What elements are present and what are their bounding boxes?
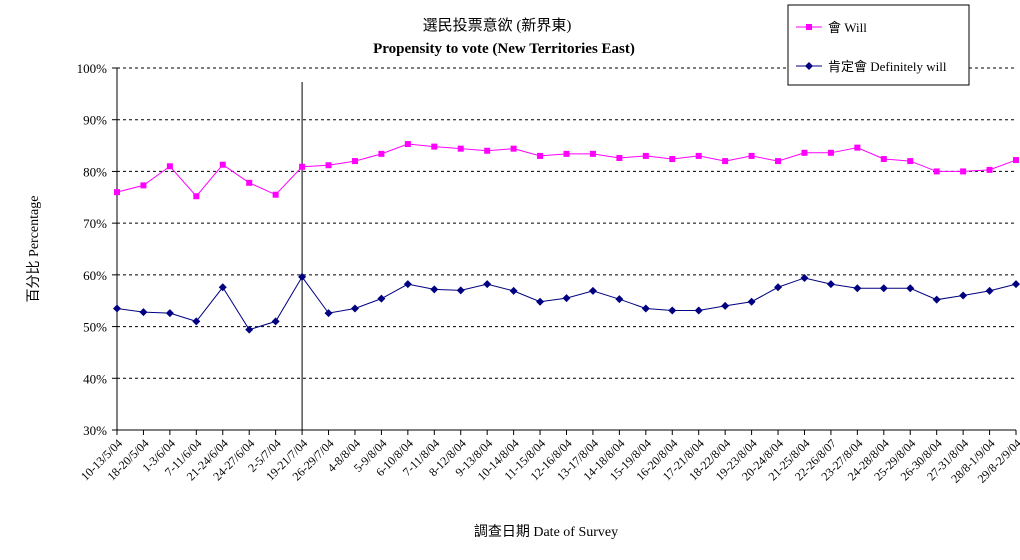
y-tick-label: 70% [83, 216, 107, 231]
data-point-definitely-will [1012, 280, 1020, 289]
data-point-will [166, 163, 173, 170]
data-point-will [272, 191, 279, 198]
data-point-will [986, 166, 993, 173]
data-point-definitely-will [694, 306, 703, 315]
data-point-definitely-will [985, 286, 994, 295]
data-point-will [219, 161, 226, 168]
data-point-will [775, 158, 782, 165]
data-point-will [695, 152, 702, 159]
data-point-will [299, 163, 306, 170]
data-point-definitely-will [139, 308, 148, 317]
data-point-definitely-will [932, 295, 941, 304]
data-point-definitely-will [218, 283, 227, 292]
data-point-definitely-will [350, 304, 359, 313]
data-point-will [114, 189, 120, 196]
data-point-will [457, 145, 464, 152]
data-point-definitely-will [245, 325, 254, 334]
y-tick-label: 60% [83, 268, 107, 283]
data-point-definitely-will [403, 280, 412, 289]
data-point-will [351, 158, 358, 165]
data-point-will [827, 149, 834, 156]
data-point-definitely-will [298, 272, 307, 281]
y-tick-label: 30% [83, 423, 107, 438]
data-point-will [722, 158, 729, 165]
data-point-will [325, 162, 332, 169]
legend-label-will: 會 Will [828, 20, 867, 35]
data-point-definitely-will [324, 309, 333, 318]
data-point-will [404, 141, 411, 148]
data-point-will [193, 193, 200, 200]
data-point-will [801, 149, 808, 156]
data-point-will [140, 182, 147, 189]
data-point-definitely-will [562, 294, 571, 303]
data-point-will [246, 179, 253, 186]
data-point-will [960, 168, 967, 175]
data-point-definitely-will [483, 280, 492, 289]
legend: 會 Will 肯定會 Definitely will [787, 4, 970, 86]
y-tick-label: 80% [83, 164, 107, 179]
legend-marker-will [806, 24, 812, 30]
data-point-definitely-will [906, 284, 915, 293]
data-point-will [378, 150, 385, 157]
data-point-definitely-will [721, 301, 730, 310]
data-point-definitely-will [536, 297, 545, 306]
data-point-definitely-will [853, 284, 862, 293]
data-point-will [748, 152, 755, 159]
data-point-definitely-will [113, 304, 121, 313]
legend-label-definitely: 肯定會 Definitely will [828, 59, 947, 74]
y-tick-label: 40% [83, 371, 107, 386]
data-point-will [669, 156, 676, 163]
y-tick-label: 100% [77, 61, 108, 76]
y-tick-label: 90% [83, 113, 107, 128]
data-point-will [431, 143, 438, 150]
data-point-will [1013, 157, 1019, 164]
chart-subtitle: Propensity to vote (New Territories East… [373, 41, 635, 57]
data-point-definitely-will [774, 283, 783, 292]
data-point-will [484, 147, 491, 154]
chart-title: 選民投票意欲 (新界東) [423, 16, 572, 34]
data-point-definitely-will [826, 280, 835, 289]
data-point-definitely-will [879, 284, 888, 293]
data-point-definitely-will [747, 297, 756, 306]
data-point-definitely-will [430, 285, 439, 294]
data-point-definitely-will [192, 317, 201, 326]
data-point-will [537, 152, 544, 159]
data-point-will [642, 152, 649, 159]
data-point-definitely-will [588, 286, 597, 295]
y-axis-label: 百分比 Percentage [26, 196, 42, 303]
x-axis-label: 調查日期 Date of Survey [474, 524, 618, 540]
data-point-definitely-will [615, 295, 624, 304]
y-tick-label: 50% [83, 320, 107, 335]
data-point-definitely-will [271, 317, 280, 326]
series-line-1 [116, 276, 1017, 331]
data-point-definitely-will [641, 304, 650, 313]
data-point-definitely-will [668, 306, 677, 315]
data-point-definitely-will [800, 273, 809, 282]
legend-marker-definitely [805, 62, 813, 70]
data-point-will [616, 154, 623, 161]
data-point-will [854, 144, 861, 151]
data-point-will [563, 150, 570, 157]
data-point-will [589, 150, 596, 157]
data-point-will [880, 156, 887, 163]
data-point-will [933, 168, 940, 175]
data-point-will [907, 158, 914, 165]
data-point-definitely-will [165, 309, 174, 318]
data-point-definitely-will [456, 286, 465, 295]
data-point-definitely-will [377, 294, 386, 303]
data-point-definitely-will [959, 291, 968, 300]
data-point-will [510, 145, 517, 152]
data-point-definitely-will [509, 286, 518, 295]
